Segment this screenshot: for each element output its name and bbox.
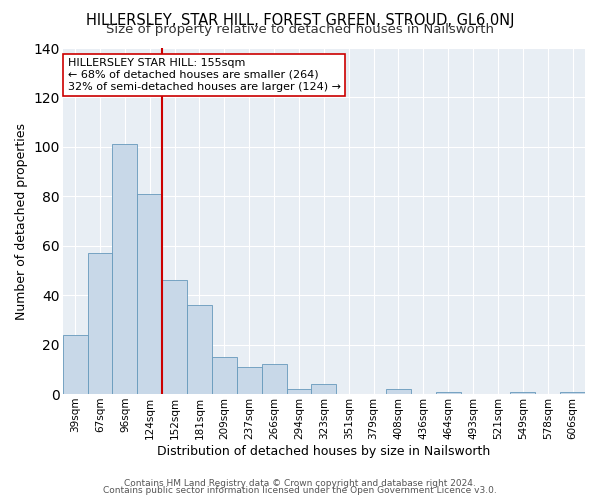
Text: Contains HM Land Registry data © Crown copyright and database right 2024.: Contains HM Land Registry data © Crown c…: [124, 478, 476, 488]
Bar: [137, 194, 162, 394]
Bar: [212, 357, 237, 394]
Bar: [162, 280, 187, 394]
Bar: [386, 389, 411, 394]
Bar: [511, 392, 535, 394]
Bar: [187, 305, 212, 394]
Bar: [287, 389, 311, 394]
Bar: [112, 144, 137, 394]
Text: HILLERSLEY STAR HILL: 155sqm
← 68% of detached houses are smaller (264)
32% of s: HILLERSLEY STAR HILL: 155sqm ← 68% of de…: [68, 58, 341, 92]
Text: Size of property relative to detached houses in Nailsworth: Size of property relative to detached ho…: [106, 24, 494, 36]
Text: Contains public sector information licensed under the Open Government Licence v3: Contains public sector information licen…: [103, 486, 497, 495]
Y-axis label: Number of detached properties: Number of detached properties: [15, 122, 28, 320]
Bar: [237, 367, 262, 394]
Bar: [311, 384, 336, 394]
Bar: [63, 334, 88, 394]
Bar: [262, 364, 287, 394]
Bar: [436, 392, 461, 394]
Bar: [560, 392, 585, 394]
Text: HILLERSLEY, STAR HILL, FOREST GREEN, STROUD, GL6 0NJ: HILLERSLEY, STAR HILL, FOREST GREEN, STR…: [86, 12, 514, 28]
Bar: [88, 253, 112, 394]
X-axis label: Distribution of detached houses by size in Nailsworth: Distribution of detached houses by size …: [157, 444, 490, 458]
